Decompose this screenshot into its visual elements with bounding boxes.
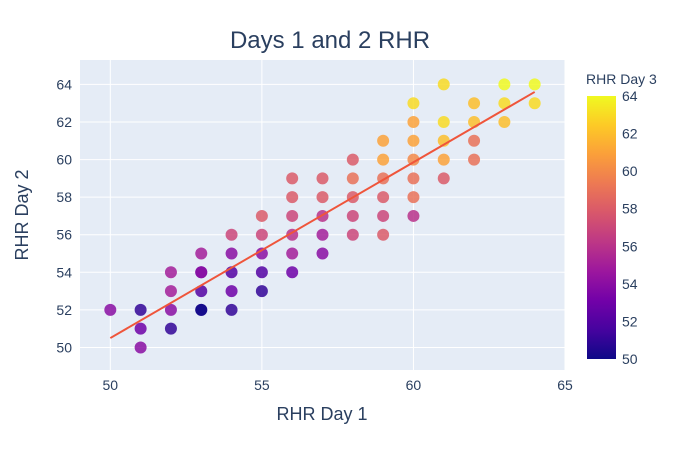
scatter-point (407, 153, 420, 166)
scatter-point (407, 172, 420, 185)
y-tick-label: 60 (56, 152, 72, 168)
y-tick-label: 58 (56, 189, 72, 205)
scatter-point (286, 266, 299, 279)
trendline (109, 91, 536, 339)
scatter-point (134, 322, 147, 335)
scatter-point (468, 134, 481, 147)
scatter-point (255, 228, 268, 241)
colorbar-tick-label: 58 (622, 201, 638, 217)
scatter-point (407, 116, 420, 128)
scatter-point (286, 247, 299, 260)
x-tick-label: 65 (557, 377, 573, 393)
chart-title: Days 1 and 2 RHR (230, 27, 430, 54)
y-tick-label: 52 (56, 302, 72, 318)
scatter-point (286, 209, 299, 222)
scatter-point (346, 172, 359, 185)
scatter-point (377, 191, 390, 204)
scatter-point (225, 247, 238, 260)
y-tick-label: 54 (56, 264, 72, 280)
y-tick-label: 64 (56, 76, 72, 92)
scatter-point (134, 303, 147, 316)
scatter-point (104, 303, 117, 316)
colorbar-title: RHR Day 3 (586, 71, 657, 87)
tick-labels: 50 55 60 65 50 52 54 56 58 60 62 64 (56, 76, 573, 393)
colorbar-tick-label: 54 (622, 276, 638, 292)
scatter-points (104, 78, 541, 354)
scatter-point (255, 285, 268, 298)
colorbar-tick-label: 50 (622, 351, 638, 367)
scatter-point (316, 172, 329, 185)
scatter-point (225, 285, 238, 298)
scatter-point (437, 116, 450, 128)
colorbar-tick-label: 62 (622, 126, 638, 142)
scatter-point (164, 322, 177, 335)
scatter-point (377, 209, 390, 222)
scatter-point (468, 153, 481, 166)
scatter-point (498, 97, 511, 110)
scatter-point (377, 153, 390, 166)
colorbar-tick-label: 52 (622, 313, 638, 329)
scatter-point (437, 78, 450, 91)
scatter-point (407, 134, 420, 147)
scatter-point (134, 341, 147, 354)
scatter-point (346, 228, 359, 241)
x-tick-label: 60 (406, 377, 422, 393)
y-tick-label: 50 (56, 339, 72, 355)
scatter-point (195, 303, 208, 316)
colorbar-tick-label: 56 (622, 238, 638, 254)
scatter-point (437, 153, 450, 166)
x-tick-label: 50 (103, 377, 119, 393)
scatter-point (286, 191, 299, 204)
scatter-point (164, 303, 177, 316)
scatter-point (286, 172, 299, 185)
scatter-point (377, 134, 390, 147)
colorbar-tick-label: 64 (622, 88, 638, 104)
scatter-point (528, 97, 541, 110)
colorbar-ticks: 50 52 54 56 58 60 62 64 (622, 88, 638, 367)
scatter-point (377, 228, 390, 241)
scatter-point (225, 303, 238, 316)
scatter-point (195, 266, 208, 279)
scatter-point (316, 228, 329, 241)
scatter-point (468, 97, 481, 110)
scatter-point (164, 285, 177, 298)
scatter-point (346, 209, 359, 222)
scatter-point (346, 153, 359, 166)
scatter-point (255, 247, 268, 260)
scatter-point (498, 78, 511, 91)
scatter-point (255, 266, 268, 279)
colorbar: RHR Day 3 50 52 54 56 58 60 62 64 (586, 71, 657, 367)
trendline-layer (109, 91, 536, 339)
colorbar-gradient (587, 96, 616, 359)
scatter-point (316, 191, 329, 204)
scatter-point (528, 78, 541, 91)
scatter-point (316, 247, 329, 260)
y-tick-label: 62 (56, 114, 72, 130)
scatter-point (407, 97, 420, 110)
scatter-point (255, 209, 268, 222)
scatter-point (225, 228, 238, 241)
colorbar-tick-label: 60 (622, 163, 638, 179)
x-tick-label: 55 (254, 377, 270, 393)
y-axis-title: RHR Day 2 (12, 169, 32, 260)
scatter-point (195, 247, 208, 260)
x-axis-title: RHR Day 1 (276, 404, 367, 424)
scatter-point (437, 172, 450, 185)
scatter-point (407, 209, 420, 222)
scatter-point (164, 266, 177, 279)
scatter-point (498, 116, 511, 128)
y-tick-label: 56 (56, 227, 72, 243)
scatter-point (407, 191, 420, 204)
